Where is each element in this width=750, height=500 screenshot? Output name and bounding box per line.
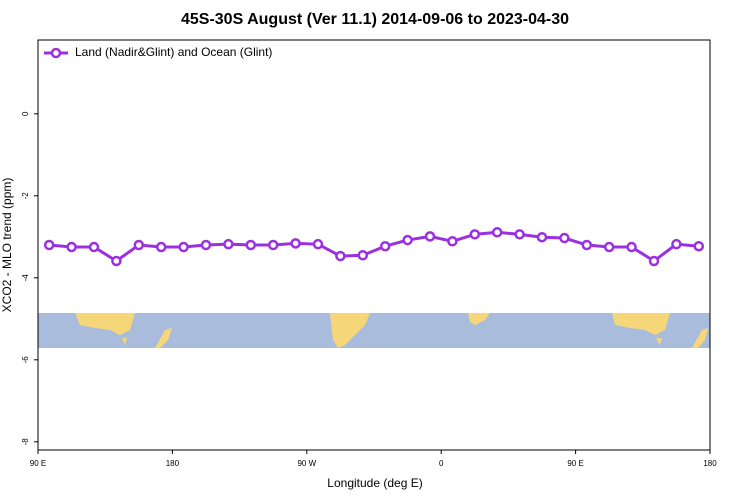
point xyxy=(245,239,257,251)
point xyxy=(581,239,593,251)
point xyxy=(178,241,189,253)
point xyxy=(43,239,55,251)
point xyxy=(290,238,301,249)
x-axis-label: Longitude (deg E) xyxy=(327,476,422,490)
point xyxy=(223,238,234,250)
point xyxy=(447,236,458,247)
point xyxy=(626,241,637,253)
point xyxy=(603,241,615,253)
legend-label: Land (Nadir&Glint) and Ocean (Glint) xyxy=(75,45,272,59)
point xyxy=(671,238,682,250)
x-tick-label: 90 E xyxy=(567,459,583,468)
point xyxy=(514,229,525,240)
point xyxy=(267,239,279,251)
point xyxy=(357,250,369,261)
y-tick-label: -8 xyxy=(21,438,30,446)
point xyxy=(88,241,100,253)
x-tick-label: 180 xyxy=(166,459,180,468)
x-tick-label: 90 E xyxy=(30,459,46,468)
point xyxy=(536,231,548,243)
chart-title: 45S-30S August (Ver 11.1) 2014-09-06 to … xyxy=(181,11,569,28)
y-tick-label: -6 xyxy=(21,356,30,364)
point xyxy=(424,231,436,242)
series-line xyxy=(49,230,699,263)
point xyxy=(155,241,167,253)
y-axis-label: XCO2 - MLO trend (ppm) xyxy=(0,178,14,313)
map-band xyxy=(38,313,710,348)
point xyxy=(648,255,660,267)
point xyxy=(693,240,705,252)
legend-marker xyxy=(50,47,62,59)
point xyxy=(111,255,122,267)
point xyxy=(66,241,77,253)
point xyxy=(200,239,212,251)
point xyxy=(402,234,413,246)
plot-frame xyxy=(37,39,711,451)
x-tick-label: 90 W xyxy=(297,459,316,468)
y-tick-label: 0 xyxy=(21,111,30,116)
point xyxy=(335,250,346,262)
point xyxy=(559,232,570,244)
point xyxy=(469,229,481,240)
y-tick-label: -2 xyxy=(21,192,30,200)
point xyxy=(379,240,391,252)
point xyxy=(312,238,324,250)
x-tick-label: 180 xyxy=(703,459,717,468)
point xyxy=(491,227,503,238)
x-tick-label: 0 xyxy=(439,459,444,468)
point xyxy=(133,239,145,251)
y-tick-label: -4 xyxy=(21,274,30,282)
